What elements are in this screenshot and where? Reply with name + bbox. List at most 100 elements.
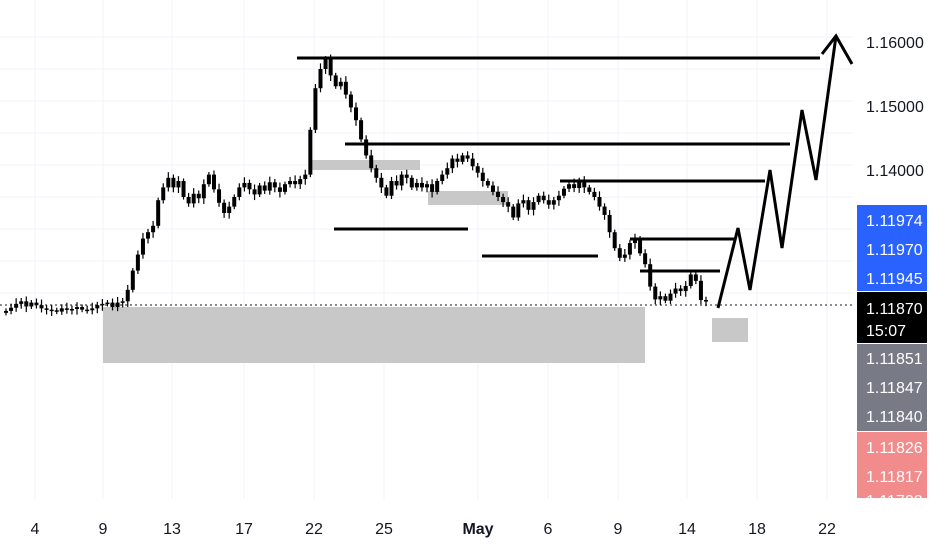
candle-body [186,197,191,204]
current-price-label: 1.11870 [866,301,923,318]
candle-body [567,184,572,189]
time-axis[interactable]: 4 9 13 17 22 25 May 6 9 14 18 22 [31,521,836,538]
candle-body [206,174,211,185]
candle-body [475,166,480,173]
candle-body [267,182,272,191]
bid-level-label: 1.11840 [866,409,923,426]
candle-body [257,185,262,195]
candle-body [450,158,455,169]
price-axis[interactable]: 1.16000 1.15000 1.14000 1.11974 1.11970 … [857,35,927,510]
candle-body [658,296,663,300]
candle-body [673,288,678,294]
candle-body [490,185,495,192]
red-level-label: 1.11826 [866,440,923,457]
candle-body [470,158,475,167]
candle-body [181,181,186,197]
candle-body [638,238,643,254]
candle-body [4,310,8,313]
candle-body [237,187,242,197]
candle-body [90,308,95,311]
candle-body [166,177,171,188]
price-tick-label: 1.14000 [866,163,924,180]
candle-body [607,214,612,233]
candle-body [201,184,206,199]
candle-body [425,184,430,188]
time-tick-label: 25 [375,521,393,538]
candle-body [252,189,257,195]
candle-body [617,248,622,258]
candle-body [663,296,668,301]
candle-body [323,59,328,69]
candle-body [536,195,541,203]
zones-layer [103,160,748,363]
candle-body [49,309,54,312]
time-tick-label: 22 [818,521,836,538]
candle-body [582,181,587,188]
supply-zone-2 [428,191,508,205]
supply-zone-1 [312,160,420,170]
candle-body [110,302,115,308]
candle-body [318,69,323,89]
candle-body [632,238,637,244]
candle-body [303,174,308,180]
time-tick-label: 22 [305,521,323,538]
candle-body [146,232,151,239]
bid-level-label: 1.11847 [866,380,923,397]
candle-body [196,193,201,199]
candle-body [531,202,536,210]
candle-body [541,195,546,201]
time-tick-label: 9 [99,521,108,538]
time-tick-label: 14 [678,521,696,538]
current-price-tag [857,292,927,343]
retest-zone [712,318,748,342]
candle-body [64,308,69,310]
candle-body [262,185,267,191]
candle-body [105,302,110,305]
candle-body [551,200,556,205]
candle-body [501,197,506,203]
candle-body [556,195,561,201]
candle-body [333,75,338,87]
candle-body [282,184,287,192]
candle-body [298,179,303,185]
candle-body [572,184,577,189]
candle-body [151,225,156,233]
candle-body [288,181,293,185]
candle-body [384,187,389,196]
candle-body [643,253,648,265]
time-tick-label: 18 [748,521,766,538]
candle-body [272,182,277,188]
candle-body [34,302,39,306]
candle-body [95,305,100,309]
grid-layer [0,0,853,499]
candle-body [115,302,120,308]
red-levels-tag [857,432,927,498]
ask-level-label: 1.11970 [866,242,923,259]
time-tick-label: 17 [235,521,253,538]
candle-body [587,187,592,192]
candle-body [242,182,247,188]
candle-body [135,254,140,271]
red-level-label: 1.11817 [866,469,923,486]
candle-body [465,155,470,159]
candle-body [698,280,703,301]
candle-body [704,300,708,302]
candle-body [602,206,607,215]
candles-layer [4,54,708,316]
candle-body [506,202,511,207]
candle-body [460,155,465,162]
candle-body [369,155,374,169]
candle-body [414,182,419,188]
candle-body [348,94,353,108]
candle-body [232,197,237,207]
candle-body [374,168,379,178]
candle-body [577,181,582,189]
time-axis-background [0,499,932,550]
candle-body [338,81,343,87]
candle-body [496,191,501,197]
candle-body [683,285,688,292]
projected-path [716,35,838,309]
time-tick-label: 9 [614,521,623,538]
candle-body [69,309,74,311]
